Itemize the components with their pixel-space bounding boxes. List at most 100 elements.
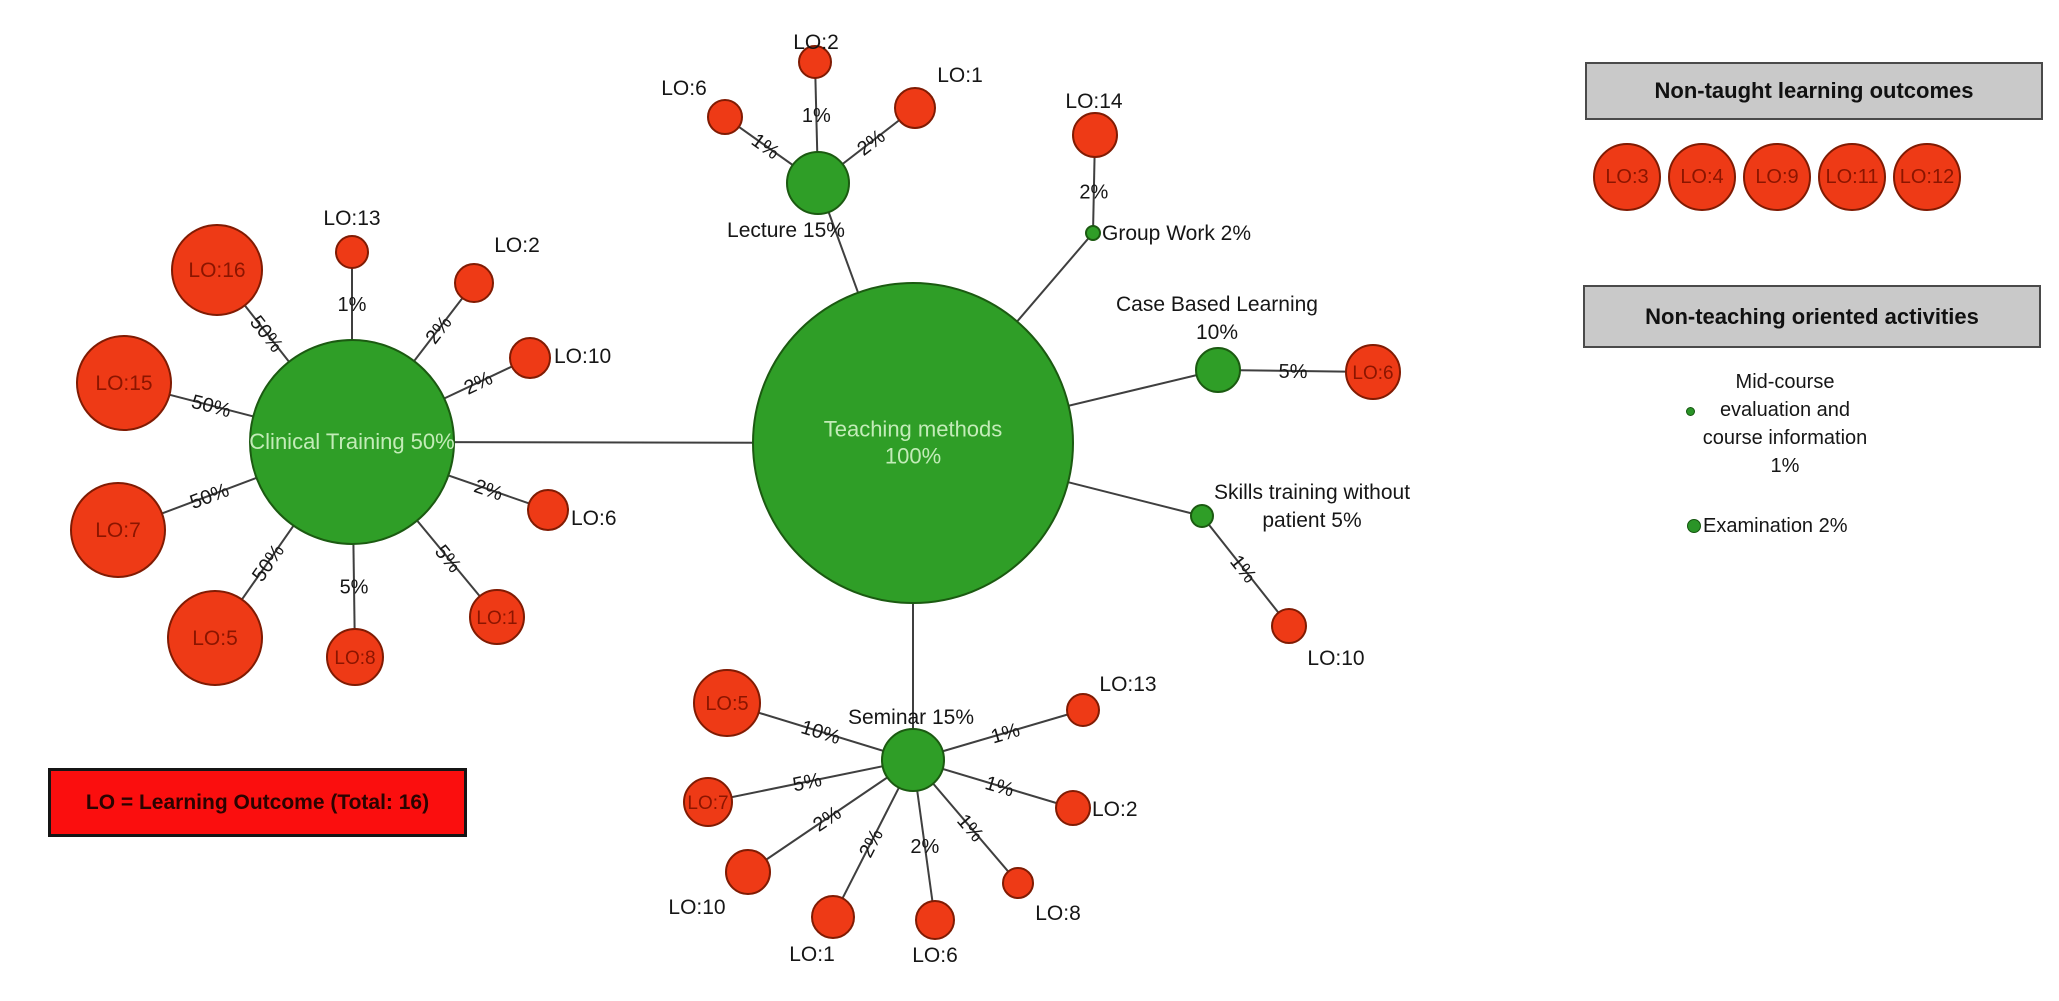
node-label-sem_lo7: LO:7 [687,793,728,814]
node-l_lo6 [707,99,743,135]
node-sem_lo2 [1055,790,1091,826]
node-c_lo7 [70,482,166,578]
node-s_lo10 [1271,608,1307,644]
node-ext-label-cbl: Case Based Learning [1116,293,1318,316]
edge-label-lecture-l_lo6: 1% [747,129,783,164]
midcourse-bullet-dot-icon [1686,407,1695,416]
edge-label-seminar-sem_lo1: 2% [855,825,888,861]
node-ext-label-groupwork: Group Work 2% [1102,222,1251,245]
outcome-label: LO:12 [1899,165,1955,188]
node-ext-label-c_lo2: LO:2 [494,234,540,257]
node-ext-label-sem_lo10: LO:10 [668,896,725,919]
node-label-c_lo7: LO:7 [95,519,141,542]
node-c_lo2 [454,263,494,303]
node-label-clinical: Clinical Training 50% [249,429,454,454]
node-ext-label-sem_lo13: LO:13 [1099,673,1156,696]
non-taught-outcome-circle: LO:11 [1818,143,1886,211]
edge-label-groupwork-l_lo14: 2% [1079,181,1108,203]
node-groupwork [1085,225,1101,241]
node-c_lo13 [335,235,369,269]
node-l_lo2 [798,45,832,79]
node-ext-label-sem_lo2: LO:2 [1092,798,1138,821]
edge-seminar-sem_lo10 [747,759,914,873]
node-skills [1190,504,1214,528]
edge-label-seminar-sem_lo13: 1% [989,719,1023,748]
node-c_lo10 [509,337,551,379]
edge-label-clinical-c_lo10: 2% [461,367,497,399]
node-ext-label-c_lo10: LO:10 [554,345,611,368]
edge-label-clinical-c_lo6: 2% [471,475,506,505]
node-label-c_lo15: LO:15 [95,372,152,395]
node-clinical [249,339,455,545]
outcome-label: LO:11 [1825,165,1879,188]
midcourse-evaluation-item: Mid-course evaluation and course informa… [1695,368,1875,480]
midcourse-line: 1% [1770,455,1800,477]
node-ext-label-skills: Skills training without [1214,481,1410,504]
edge-label-cbl-cbl_lo6: 5% [1278,361,1307,383]
node-seminar [881,728,945,792]
non-taught-outcomes-row: LO:3 LO:4 LO:9 LO:11 LO:12 [1593,143,1961,211]
node-c_lo8 [326,628,384,686]
node-label-c_lo8: LO:8 [334,648,375,669]
node-l_lo14 [1072,112,1118,158]
node-sem_lo5 [693,669,761,737]
edge-label-seminar-sem_lo6: 2% [910,836,939,858]
lo-legend-text: LO = Learning Outcome (Total: 16) [85,790,430,814]
node-sem_lo10 [725,849,771,895]
node-label-sem_lo5: LO:5 [705,693,748,715]
node-sem_lo1 [811,895,855,939]
edge-label-seminar-sem_lo10: 2% [809,802,845,837]
node-ext-label-l_lo2: LO:2 [793,31,839,54]
outcome-label: LO:4 [1680,165,1724,188]
edge-skills-s_lo10 [1201,515,1290,627]
node-cbl_lo6 [1345,344,1401,400]
edge-label-seminar-sem_lo5: 10% [798,716,843,749]
examination-label: Examination 2% [1703,515,1848,537]
edge-label-seminar-sem_lo2: 1% [982,772,1016,801]
node-c_lo6 [527,489,569,531]
edge-label-clinical-c_lo15: 50% [189,391,233,422]
non-taught-outcome-circle: LO:3 [1593,143,1661,211]
node-c_lo16 [171,224,263,316]
node-c_lo5 [167,590,263,686]
non-teaching-activities-header: Non-teaching oriented activities [1583,285,2041,348]
non-taught-outcome-circle: LO:9 [1743,143,1811,211]
node-sem_lo13 [1066,693,1100,727]
node-ext-label-l_lo6: LO:6 [661,77,707,100]
non-taught-outcome-circle: LO:12 [1893,143,1961,211]
node-sem_lo8 [1002,867,1034,899]
node-teaching [752,282,1074,604]
node-c_lo1 [469,589,525,645]
node-ext-label-c_lo6: LO:6 [571,507,617,530]
edge-label-clinical-c_lo8: 5% [340,576,369,598]
outcome-label: LO:9 [1755,165,1799,188]
node-label-c_lo1: LO:1 [476,608,517,629]
node-label-c_lo16: LO:16 [188,259,245,282]
edge-label-lecture-l_lo2: 1% [802,105,831,127]
midcourse-line: Mid-course [1735,371,1835,393]
edge-label-clinical-c_lo7: 50% [187,479,232,514]
node-ext-label-l_lo14: LO:14 [1065,90,1123,113]
node-ext-label-sem_lo6: LO:6 [912,944,958,967]
examination-item: Examination 2% [1703,514,1848,538]
node-ext-label-lecture: Lecture 15% [727,219,845,242]
node-label-teaching: Teaching methods [824,417,1003,442]
node-ext-label-seminar: Seminar 15% [848,706,974,729]
non-teaching-activities-title: Non-teaching oriented activities [1645,303,1979,329]
node-ext-label-sem_lo1: LO:1 [789,943,835,966]
edge-label-clinical-c_lo5: 50% [248,540,289,586]
node-label-teaching: 100% [885,444,941,469]
outcome-label: LO:3 [1605,165,1649,188]
examination-bullet-dot-icon [1687,519,1701,533]
non-taught-outcomes-header: Non-taught learning outcomes [1585,62,2043,120]
node-ext-label-l_lo1: LO:1 [937,64,983,87]
non-taught-outcomes-title: Non-taught learning outcomes [1654,78,1974,103]
node-cbl [1195,347,1241,393]
node-ext-label-s_lo10: LO:10 [1307,647,1364,670]
node-ext-label-sem_lo8: LO:8 [1035,902,1081,925]
lo-legend-box: LO = Learning Outcome (Total: 16) [48,768,467,837]
node-label-cbl_lo6: LO:6 [1352,363,1393,384]
node-c_lo15 [76,335,172,431]
